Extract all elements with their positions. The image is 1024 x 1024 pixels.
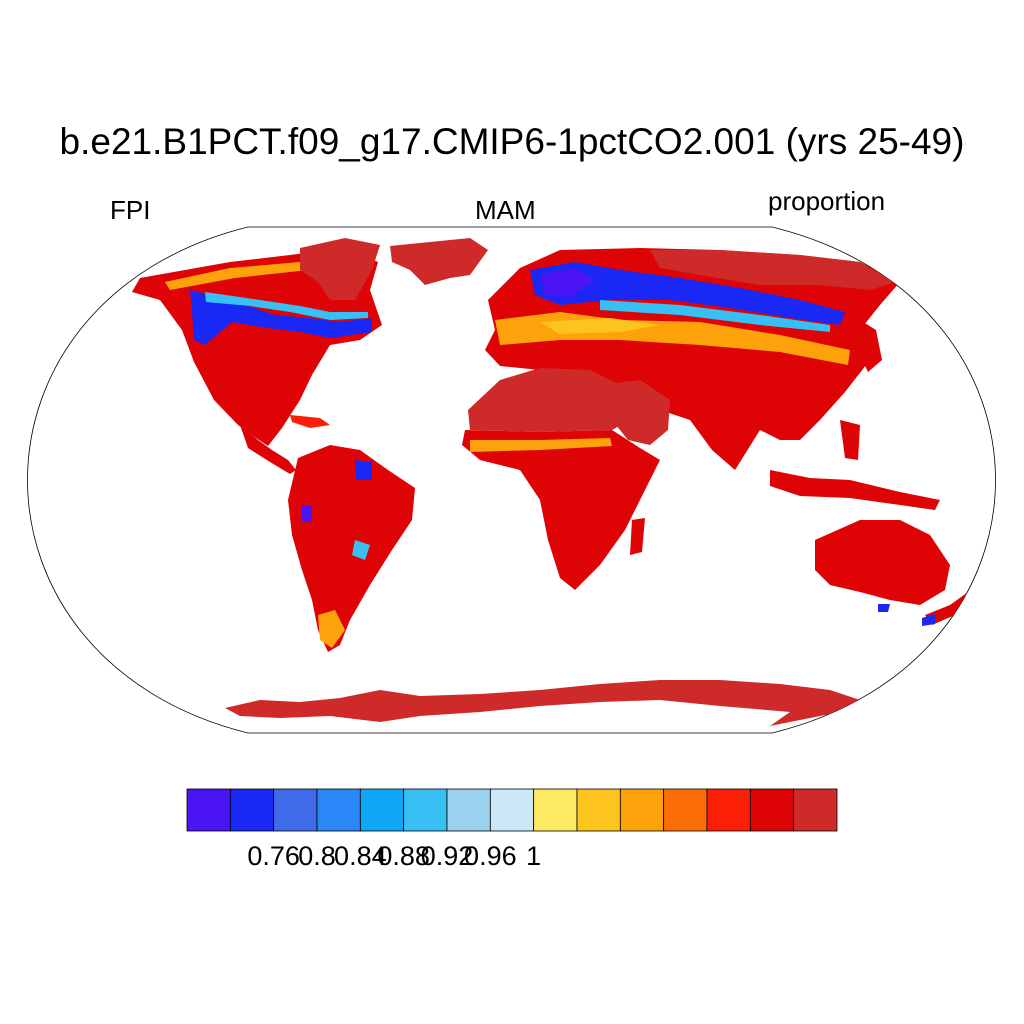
scandinavia-blue bbox=[530, 262, 845, 325]
indonesia bbox=[770, 470, 940, 510]
colorbar-swatch bbox=[793, 788, 838, 832]
north-america-lightblue-band bbox=[205, 292, 368, 320]
africa-sahel-orange bbox=[470, 438, 612, 452]
colorbar-swatch bbox=[533, 788, 578, 832]
map-title: b.e21.B1PCT.f09_g17.CMIP6-1pctCO2.001 (y… bbox=[59, 121, 965, 162]
colorbar-tick-label: 0.8 bbox=[298, 841, 336, 871]
south-america-lightblue-spot bbox=[352, 540, 370, 560]
colorbar-tick-label: 0.88 bbox=[377, 841, 430, 871]
season-label: MAM bbox=[475, 195, 536, 225]
north-america-orange-edge bbox=[165, 260, 330, 290]
siberia-dark bbox=[650, 250, 895, 290]
colorbar-swatch bbox=[663, 788, 708, 832]
colorbar-tick-label: 0.76 bbox=[247, 841, 300, 871]
south-america bbox=[288, 445, 415, 652]
colorbar-swatch bbox=[359, 788, 405, 832]
africa bbox=[462, 430, 660, 590]
tasmania-blue bbox=[878, 604, 890, 612]
colorbar-swatch bbox=[619, 788, 665, 832]
variable-label: FPI bbox=[110, 195, 151, 225]
patagonia-orange bbox=[318, 610, 345, 648]
new-zealand bbox=[925, 592, 972, 625]
colorbar-swatch bbox=[403, 788, 448, 832]
antarctica-coast bbox=[225, 680, 860, 726]
colorbar-swatch bbox=[706, 788, 751, 832]
units-label: proportion bbox=[768, 186, 886, 216]
south-america-blue-spot bbox=[355, 460, 372, 480]
eurasia-lightblue-band bbox=[600, 300, 830, 332]
greenland bbox=[390, 238, 488, 285]
australia bbox=[815, 520, 950, 605]
caribbean bbox=[290, 415, 330, 428]
philippines bbox=[840, 420, 860, 460]
madagascar bbox=[630, 518, 645, 555]
central-america bbox=[240, 425, 296, 474]
colorbar-swatch bbox=[489, 788, 535, 832]
colorbar-tick-label: 0.92 bbox=[420, 841, 474, 871]
new-zealand-blue bbox=[922, 614, 935, 626]
colorbar-swatch bbox=[229, 788, 275, 832]
colorbar-swatch bbox=[576, 788, 621, 832]
europe-yellow-band bbox=[540, 318, 660, 334]
scandinavia-violet bbox=[540, 268, 595, 298]
africa-sahara bbox=[468, 368, 630, 432]
colorbar-tick-label: 0.84 bbox=[334, 841, 387, 871]
japan bbox=[860, 320, 882, 372]
colorbar-swatch bbox=[446, 788, 491, 832]
colorbar-swatch bbox=[186, 788, 231, 832]
colorbar-tick-label: 0.96 bbox=[464, 841, 517, 871]
colorbar-swatch bbox=[316, 788, 361, 832]
south-america-blue-spot-2 bbox=[302, 505, 312, 522]
colorbar-swatch bbox=[273, 788, 318, 832]
colorbar-tick-label: 1 bbox=[526, 841, 542, 871]
canada-islands bbox=[300, 238, 380, 300]
colorbar-swatch bbox=[749, 788, 795, 832]
